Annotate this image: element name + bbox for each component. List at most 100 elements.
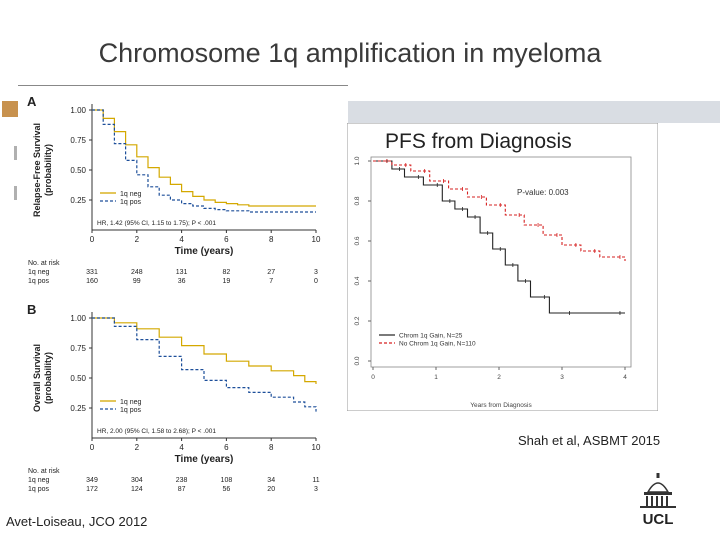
y-axis-label-line: (probability) bbox=[43, 352, 53, 404]
p-value-label: P-value: 0.003 bbox=[517, 188, 569, 197]
km-curve-pos bbox=[92, 317, 317, 412]
risk-value: 349 bbox=[86, 477, 98, 484]
x-tick-label: 6 bbox=[224, 235, 229, 244]
risk-value: 27 bbox=[267, 269, 275, 276]
risk-value: 7 bbox=[269, 278, 273, 285]
accent-bar bbox=[348, 101, 720, 123]
risk-value: 3 bbox=[314, 269, 318, 276]
risk-value: 172 bbox=[86, 486, 98, 493]
y-tick-label: 0.75 bbox=[70, 344, 86, 353]
bullet-marker bbox=[14, 186, 17, 200]
x-tick-label: 0 bbox=[371, 374, 375, 381]
risk-value: 3 bbox=[314, 486, 318, 493]
risk-value: 82 bbox=[223, 269, 231, 276]
y-tick-label: 0.6 bbox=[354, 236, 361, 245]
km-curve-neg bbox=[92, 317, 317, 384]
risk-value: 160 bbox=[86, 278, 98, 285]
y-tick-label: 0.25 bbox=[70, 196, 86, 205]
y-tick-label: 0.75 bbox=[70, 136, 86, 145]
y-axis-label: Relapse-Free Survival(probability) bbox=[32, 123, 53, 217]
risk-row-label: 1q pos bbox=[28, 486, 50, 493]
x-tick-label: 4 bbox=[179, 235, 184, 244]
x-tick-label: 2 bbox=[497, 374, 501, 381]
risk-value: 99 bbox=[133, 278, 141, 285]
km-curve-pos bbox=[92, 109, 316, 213]
y-tick-label: 0.50 bbox=[70, 374, 86, 383]
x-tick-label: 4 bbox=[623, 374, 627, 381]
y-axis-label-line: Overall Survival bbox=[32, 344, 42, 412]
y-tick-label: 0.50 bbox=[70, 166, 86, 175]
risk-value: 56 bbox=[223, 486, 231, 493]
x-tick-label: 0 bbox=[90, 443, 95, 452]
y-tick-label: 1.00 bbox=[70, 314, 86, 323]
y-axis-label-line: Relapse-Free Survival bbox=[32, 123, 42, 217]
bullet-marker bbox=[14, 146, 17, 160]
ucl-logo: UCL bbox=[640, 473, 676, 528]
y-tick-label: 0.0 bbox=[354, 356, 361, 365]
risk-value: 108 bbox=[221, 477, 233, 484]
y-tick-label: 0.2 bbox=[354, 316, 361, 325]
ucl-logo-text: UCL bbox=[643, 511, 674, 528]
risk-value: 124 bbox=[131, 486, 143, 493]
risk-value: 131 bbox=[176, 269, 188, 276]
x-tick-label: 2 bbox=[135, 235, 140, 244]
x-tick-label: 0 bbox=[90, 235, 95, 244]
risk-value: 331 bbox=[86, 269, 98, 276]
risk-value: 0 bbox=[314, 278, 318, 285]
citation-right: Shah et al, ASBMT 2015 bbox=[518, 433, 661, 448]
panel-label: A bbox=[27, 94, 37, 109]
hazard-ratio-text: HR, 2.00 (95% CI, 1.58 to 2.68); P < .00… bbox=[97, 428, 216, 435]
risk-value: 19 bbox=[223, 278, 231, 285]
risk-value: 248 bbox=[131, 269, 143, 276]
citation-left: Avet-Loiseau, JCO 2012 bbox=[6, 514, 148, 529]
y-tick-label: 1.0 bbox=[354, 156, 361, 165]
chart-b: B 0.25 0.50 0.75 1.00 0 2 4 6 8 10 Time (years) Over… bbox=[27, 302, 321, 493]
y-axis-label-line: (probability) bbox=[43, 144, 53, 196]
hazard-ratio-text: HR, 1.42 (95% CI, 1.15 to 1.75); P < .00… bbox=[97, 220, 216, 227]
risk-heading: No. at risk bbox=[28, 468, 60, 475]
legend-label: 1q pos bbox=[120, 199, 142, 206]
risk-row-label: 1q neg bbox=[28, 477, 50, 484]
x-tick-label: 6 bbox=[224, 443, 229, 452]
legend-label: 1q neg bbox=[120, 191, 142, 198]
x-tick-label: 8 bbox=[269, 443, 274, 452]
chart-title: PFS from Diagnosis bbox=[385, 130, 572, 153]
risk-heading: No. at risk bbox=[28, 260, 60, 267]
y-tick-label: 0.25 bbox=[70, 404, 86, 413]
risk-value: 20 bbox=[267, 486, 275, 493]
km-curve-gain bbox=[373, 160, 625, 314]
plot-area bbox=[370, 156, 632, 368]
risk-value: 36 bbox=[178, 278, 186, 285]
y-tick-label: 1.00 bbox=[70, 106, 86, 115]
chart-pfs: PFS from Diagnosis 0.0 0.2 0.4 0.6 0.8 1.0 0 1 2 3… bbox=[347, 123, 658, 411]
x-tick-label: 8 bbox=[269, 235, 274, 244]
legend-label: 1q neg bbox=[120, 399, 142, 406]
slide-title: Chromosome 1q amplification in myeloma bbox=[98, 38, 602, 68]
title-divider bbox=[18, 85, 348, 86]
x-axis-label: Time (years) bbox=[175, 246, 234, 257]
km-curve-no-gain bbox=[373, 160, 626, 261]
risk-row-label: 1q neg bbox=[28, 269, 50, 276]
x-axis-label: Years from Diagnosis bbox=[470, 402, 532, 409]
y-tick-label: 0.4 bbox=[354, 276, 361, 285]
x-tick-label: 3 bbox=[560, 374, 564, 381]
chart-frame bbox=[347, 123, 658, 411]
risk-value: 238 bbox=[176, 477, 188, 484]
y-tick-label: 0.8 bbox=[354, 196, 361, 205]
x-tick-label: 2 bbox=[135, 443, 140, 452]
risk-value: 87 bbox=[178, 486, 186, 493]
x-tick-label: 10 bbox=[312, 443, 321, 452]
km-curve-neg bbox=[92, 109, 316, 207]
panel-label: B bbox=[27, 302, 36, 317]
risk-value: 304 bbox=[131, 477, 143, 484]
risk-value: 11 bbox=[312, 477, 319, 484]
legend-label: Chrom 1q Gain, N=25 bbox=[399, 333, 463, 340]
x-tick-label: 1 bbox=[434, 374, 438, 381]
x-tick-label: 4 bbox=[179, 443, 184, 452]
risk-row-label: 1q pos bbox=[28, 278, 50, 285]
legend-label: No Chrom 1q Gain, N=110 bbox=[399, 341, 476, 348]
chart-a: A 0.25 0.50 0.75 1.00 0 2 4 6 8 10 Time (years) Rela… bbox=[27, 94, 321, 285]
accent-square bbox=[2, 101, 18, 117]
risk-value: 34 bbox=[267, 477, 275, 484]
y-axis-label: Overall Survival(probability) bbox=[32, 344, 53, 412]
